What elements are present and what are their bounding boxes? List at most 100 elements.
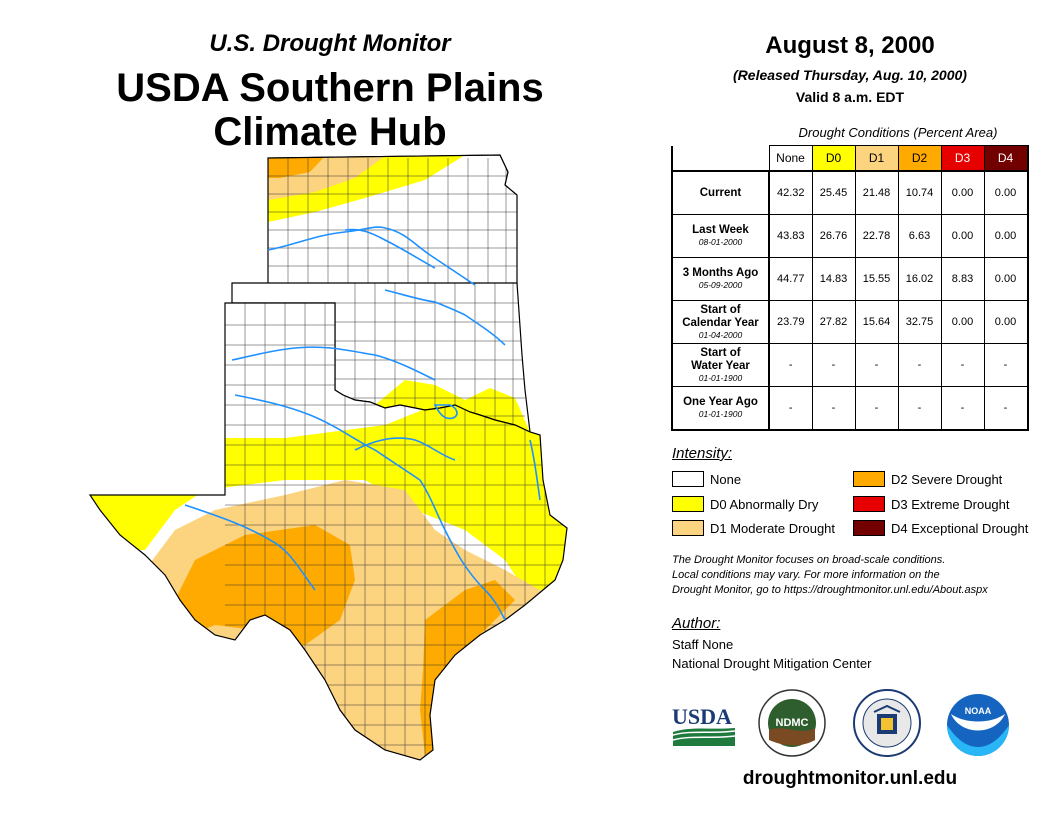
table-cell: 27.82 — [811, 300, 856, 344]
kansas-region — [267, 154, 518, 286]
table-cell: 0.00 — [940, 300, 985, 344]
table-cell: - — [768, 386, 813, 431]
legend-item-d0: D0 Abnormally Dry — [672, 496, 818, 512]
table-cell: 23.79 — [768, 300, 813, 344]
legend-item-d4: D4 Exceptional Drought — [853, 520, 1028, 536]
row-label: Last Week 08-01-2000 — [671, 214, 770, 258]
table-cell: 26.76 — [811, 214, 856, 258]
table-cell: - — [897, 343, 942, 387]
legend-label-none: None — [710, 471, 742, 487]
row-label: Start of Water Year 01-01-1900 — [671, 343, 770, 387]
table-cell: 6.63 — [897, 214, 942, 258]
author-organization: National Drought Mitigation Center — [672, 656, 872, 671]
table-cell: 0.00 — [940, 214, 985, 258]
row-label-text: Last Week — [692, 224, 749, 236]
legend-title: Intensity: — [672, 445, 733, 462]
ndmc-logo: NDMC — [757, 688, 827, 763]
disclaimer-note: The Drought Monitor focuses on broad-sca… — [672, 553, 1052, 598]
legend-swatch-d3 — [853, 496, 885, 512]
ndmc-logo-text: NDMC — [776, 717, 809, 729]
title-line-1: USDA Southern Plains — [116, 66, 544, 110]
col-header-d1: D1 — [854, 145, 899, 172]
valid-time: Valid 8 a.m. EDT — [795, 89, 905, 105]
col-header-d4: D4 — [983, 145, 1028, 172]
legend-swatch-d4 — [853, 520, 885, 536]
drought-map — [85, 150, 585, 770]
table-cell: 44.77 — [768, 257, 813, 301]
table-cell: - — [811, 386, 856, 431]
usda-logo-text: USDA — [672, 704, 732, 729]
row-label-text: Start of — [700, 346, 741, 359]
col-header-d0: D0 — [811, 145, 856, 172]
ndmc-logo-svg: NDMC — [758, 689, 826, 757]
author-heading: Author: — [672, 615, 721, 632]
col-header-d3: D3 — [940, 145, 985, 172]
table-cell: - — [897, 386, 942, 431]
table-cell: - — [768, 343, 813, 387]
table-row: Start of Calendar Year 01-04-2000 23.79 27.8… — [671, 300, 1028, 344]
row-date: 01-04-2000 — [698, 329, 743, 340]
table-row: 3 Months Ago 05-09-2000 44.77 14.83 15.55 16.… — [671, 257, 1028, 301]
table-cell: - — [983, 343, 1028, 387]
release-date: (Released Thursday, Aug. 10, 2000) — [733, 67, 967, 83]
table-cell: - — [940, 343, 985, 387]
row-label-text: 3 Months Ago — [682, 267, 759, 279]
row-date: 08-01-2000 — [698, 237, 743, 247]
table-cell: 32.75 — [897, 300, 942, 344]
row-date: 01-01-1900 — [698, 372, 743, 383]
conditions-caption: Drought Conditions (Percent Area) — [798, 125, 998, 140]
noaa-logo-text: NOAA — [965, 706, 992, 716]
table-cell: - — [940, 386, 985, 431]
table-cell: 15.55 — [854, 257, 899, 301]
table-cell: 42.32 — [768, 170, 813, 215]
row-date: 01-01-1900 — [698, 409, 743, 419]
doc-seal-logo — [852, 688, 922, 763]
table-cell: 22.78 — [854, 214, 899, 258]
legend-item-d3: D3 Extreme Drought — [853, 496, 1010, 512]
row-label-text: One Year Ago — [683, 396, 758, 408]
legend-label-d0: D0 Abnormally Dry — [710, 496, 819, 512]
row-date: 05-09-2000 — [698, 280, 743, 290]
row-label: 3 Months Ago 05-09-2000 — [671, 257, 770, 301]
table-cell: 8.83 — [940, 257, 985, 301]
legend-label-d3: D3 Extreme Drought — [891, 496, 1010, 512]
col-header-d2: D2 — [897, 145, 942, 172]
table-cell: 0.00 — [983, 300, 1028, 344]
legend-item-none: None — [672, 471, 741, 487]
website-link[interactable]: droughtmonitor.unl.edu — [742, 768, 958, 789]
doc-seal-svg — [853, 689, 921, 757]
noaa-logo: NOAA — [945, 692, 1011, 763]
table-cell: 0.00 — [983, 214, 1028, 258]
legend-swatch-d2 — [853, 471, 885, 487]
row-label-text-2: Water Year — [691, 359, 750, 372]
title-line-2: Climate Hub — [213, 110, 447, 154]
legend-swatch-d1 — [672, 520, 704, 536]
table-row: Last Week 08-01-2000 43.83 26.76 22.78 6.63 0.… — [671, 214, 1028, 258]
row-label-text: Start of — [700, 303, 741, 316]
usda-logo: USDA — [671, 700, 737, 753]
legend-label-d2: D2 Severe Drought — [891, 471, 1003, 487]
noaa-logo-svg: NOAA — [947, 694, 1009, 756]
map-title: USDA Southern Plains Climate Hub — [60, 66, 600, 154]
rivers — [184, 226, 541, 621]
note-line-2: Local conditions may vary. For more info… — [672, 569, 940, 581]
table-cell: 10.74 — [897, 170, 942, 215]
row-label-text-2: Calendar Year — [682, 316, 759, 329]
legend-label-d4: D4 Exceptional Drought — [891, 520, 1029, 536]
legend-swatch-none — [672, 471, 704, 487]
table-corner — [672, 145, 770, 172]
table-cell: 21.48 — [854, 170, 899, 215]
drought-map-svg — [88, 154, 568, 761]
note-line-3: Drought Monitor, go to https://droughtmo… — [672, 584, 988, 596]
table-cell: 43.83 — [768, 214, 813, 258]
legend-item-d2: D2 Severe Drought — [853, 471, 1002, 487]
legend-item-d1: D1 Moderate Drought — [672, 520, 835, 536]
row-label-text: Current — [699, 186, 742, 199]
row-label: Current — [671, 170, 770, 215]
note-line-1: The Drought Monitor focuses on broad-sca… — [672, 554, 946, 566]
table-cell: 15.64 — [854, 300, 899, 344]
usda-logo-svg: USDA — [672, 704, 736, 746]
table-row: One Year Ago 01-01-1900- - - - - - — [671, 386, 1028, 431]
table-cell: 14.83 — [811, 257, 856, 301]
author-name: Staff None — [672, 637, 734, 652]
